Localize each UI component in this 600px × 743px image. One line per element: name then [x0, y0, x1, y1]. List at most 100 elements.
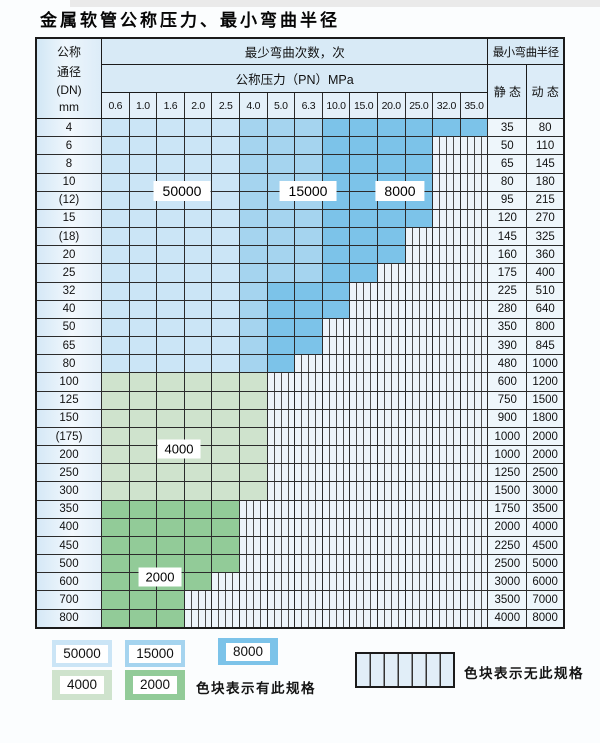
- table-row: 6 50 110: [37, 137, 563, 156]
- grid-cell: [184, 500, 213, 518]
- dynamic-radius-cell: 4000: [527, 518, 563, 536]
- grid-cell: [295, 518, 323, 536]
- grid-cell: [157, 300, 185, 318]
- dn-cell: 200: [37, 446, 102, 464]
- grid-cell: [212, 373, 240, 391]
- grid-cell: [267, 355, 296, 373]
- pressure-col-header: 4.0: [240, 93, 268, 118]
- dn-cell: 40: [37, 300, 102, 318]
- grid-cell: [267, 300, 296, 318]
- grid-cell: [212, 173, 240, 191]
- grid-cell: [405, 155, 434, 173]
- grid-cell: [433, 155, 461, 173]
- static-radius-cell: 175: [488, 264, 528, 282]
- grid-cell: [267, 246, 296, 264]
- grid-cell: [350, 228, 378, 246]
- grid-cell: [377, 518, 406, 536]
- table-row: 400 2000 4000: [37, 518, 563, 537]
- dn-cell: 15: [37, 209, 102, 228]
- grid-cell: [212, 191, 240, 209]
- grid-cell: [433, 337, 461, 355]
- legend-unavailable-text: 色块表示无此规格: [464, 666, 584, 681]
- grid-cell: [267, 155, 296, 173]
- static-radius-cell: 1000: [488, 427, 528, 446]
- grid-cell: [212, 555, 240, 573]
- static-radius-cell: 145: [488, 228, 528, 246]
- grid-cell: [129, 282, 158, 300]
- grid-cell: [267, 137, 296, 155]
- table-row: 200 1000 2000: [37, 446, 563, 465]
- dynamic-radius-cell: 145: [527, 155, 563, 173]
- dynamic-radius-cell: 1000: [527, 355, 563, 373]
- grid-cell: [433, 536, 461, 555]
- grid-cell: [295, 282, 323, 300]
- pressure-col-header: 1.6: [157, 93, 185, 118]
- grid-cell: [433, 464, 461, 482]
- grid-cell: [433, 264, 461, 282]
- dn-cell: 100: [37, 373, 102, 391]
- static-radius-cell: 2250: [488, 536, 528, 555]
- grid-cell: [405, 318, 434, 337]
- dynamic-radius-cell: 845: [527, 337, 563, 355]
- pressure-col-header: 25.0: [406, 93, 434, 118]
- grid-cell: [377, 264, 406, 282]
- grid-cell: [377, 373, 406, 391]
- table-row: 250 1250 2500: [37, 464, 563, 483]
- grid-cell: [405, 427, 434, 446]
- legend-swatch-2000: 2000: [125, 670, 185, 700]
- grid-cell: [460, 318, 489, 337]
- grid-cell: [460, 173, 489, 191]
- grid-cell: [460, 573, 489, 591]
- grid-cell: [239, 191, 268, 209]
- grid-cell: [239, 555, 268, 573]
- pressure-values-row: 0.6 1.0 1.6 2.0 2.5 4.0 5.0 6.3 10.0 15.0 20.0 25.0…: [102, 93, 488, 118]
- grid-cell: [184, 391, 213, 409]
- grid-cell: [267, 591, 296, 609]
- grid-cell: [350, 464, 378, 482]
- grid-cell: [295, 337, 323, 355]
- dynamic-radius-cell: 7000: [527, 591, 563, 609]
- dn-cell: 4: [37, 119, 102, 137]
- grid-cell: [102, 591, 130, 609]
- grid-cell: [267, 464, 296, 482]
- grid-cell: [267, 500, 296, 518]
- pressure-col-header: 2.5: [212, 93, 240, 118]
- grid-cell: [239, 173, 268, 191]
- static-radius-cell: 65: [488, 155, 528, 173]
- grid-cell: [405, 591, 434, 609]
- legend-swatch-label: 4000: [59, 676, 105, 694]
- pressure-col-header: 1.0: [130, 93, 158, 118]
- grid-cell: [460, 373, 489, 391]
- grid-cell: [102, 536, 130, 555]
- grid-cell: [433, 137, 461, 155]
- grid-cell: [102, 355, 130, 373]
- grid-cell: [295, 555, 323, 573]
- table-row: (18) 145 325: [37, 228, 563, 247]
- grid-cell: [129, 318, 158, 337]
- grid-cell: [405, 500, 434, 518]
- grid-cell: [267, 228, 296, 246]
- legend-swatch-4000: 4000: [52, 670, 112, 700]
- grid-cell: [460, 500, 489, 518]
- static-radius-cell: 95: [488, 191, 528, 209]
- grid-cell: [433, 119, 461, 137]
- grid-cell: [102, 427, 130, 446]
- grid-cell: [377, 355, 406, 373]
- grid-cell: [295, 391, 323, 409]
- legend-swatch-label: 50000: [56, 644, 108, 663]
- grid-cell: [267, 409, 296, 427]
- static-radius-cell: 3000: [488, 573, 528, 591]
- table-header: 公称 通径 (DN) mm 最少弯曲次数，次 公称压力（PN）MPa 0.6 1.…: [37, 39, 563, 119]
- grid-cell: [295, 318, 323, 337]
- grid-cell: [129, 119, 158, 137]
- legend-swatch-label: 8000: [225, 642, 271, 661]
- grid-cell: [102, 373, 130, 391]
- table-row: (175) 1000 2000: [37, 427, 563, 447]
- grid-cell: [322, 282, 351, 300]
- dynamic-radius-cell: 1500: [527, 391, 563, 409]
- grid-cell: [295, 409, 323, 427]
- table-row: 800 4000 8000: [37, 609, 563, 627]
- grid-cell: [405, 282, 434, 300]
- grid-cell: [102, 191, 130, 209]
- grid-cell: [102, 246, 130, 264]
